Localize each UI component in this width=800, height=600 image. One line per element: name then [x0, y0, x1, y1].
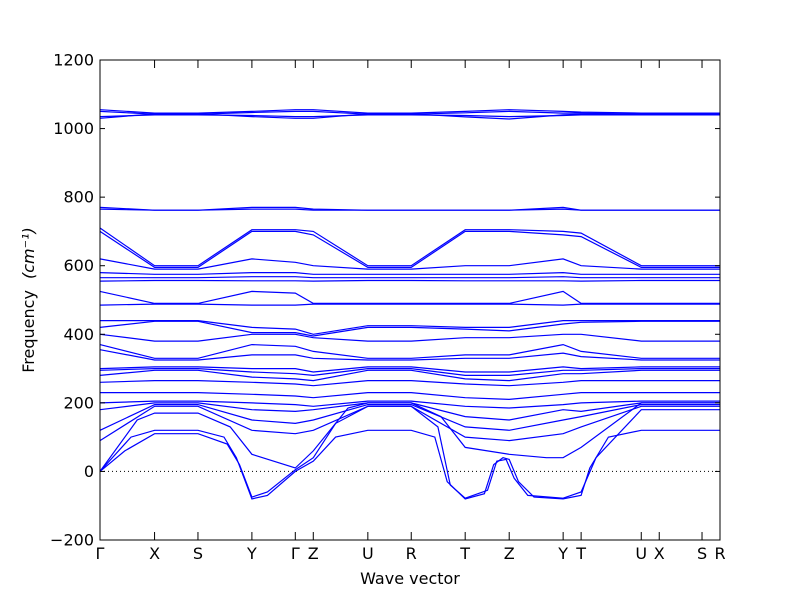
band-line-10	[99, 271, 720, 275]
x-tick-label: Γ	[291, 544, 300, 563]
x-tick-label: Z	[308, 544, 319, 563]
band-line-14	[99, 303, 720, 306]
band-line-31	[99, 405, 720, 499]
y-tick-label: 0	[84, 462, 94, 481]
band-line-21	[99, 368, 720, 377]
band-line-9	[99, 258, 720, 270]
band-line-8	[99, 230, 720, 268]
band-line-16	[99, 320, 720, 337]
plot-frame	[99, 59, 721, 541]
x-tick-label: R	[714, 544, 725, 563]
y-tick-label: 400	[63, 325, 94, 344]
band-line-19	[99, 349, 720, 361]
y-tick-label: 1000	[53, 119, 94, 138]
x-tick-label: Y	[246, 544, 257, 563]
x-tick-label: U	[635, 544, 647, 563]
y-axis-label-unit: (cm⁻¹)	[19, 227, 38, 279]
band-line-13	[99, 290, 720, 304]
band-line-23	[99, 380, 720, 387]
band-line-24	[100, 392, 720, 401]
y-tick-label: 600	[63, 256, 94, 275]
x-tick-label: S	[193, 544, 203, 563]
band-line-28	[99, 405, 720, 442]
y-tick-label: −200	[50, 531, 94, 550]
x-tick-label: X	[654, 544, 665, 563]
band-line-1	[99, 109, 720, 114]
band-line-20	[99, 366, 720, 373]
x-tick-label: R	[406, 544, 417, 563]
band-line-17	[99, 333, 720, 342]
band-line-4	[99, 114, 720, 118]
band-line-7	[99, 227, 720, 267]
x-tick-label: Y	[557, 544, 568, 563]
y-tick-label: 1200	[53, 51, 94, 70]
band-line-6	[99, 208, 720, 211]
x-tick-label: U	[362, 544, 374, 563]
x-tick-label: T	[459, 544, 470, 563]
x-axis-label: Wave vector	[360, 569, 460, 588]
x-tick-label: Z	[504, 544, 515, 563]
band-line-11	[100, 276, 720, 279]
band-line-22	[99, 369, 720, 382]
y-tick-label: 200	[63, 393, 94, 412]
x-tick-label: S	[697, 544, 707, 563]
y-axis-label-text: Frequency	[19, 290, 38, 373]
y-axis-label: Frequency (cm⁻¹)	[19, 227, 38, 372]
y-tick-label: 800	[63, 188, 94, 207]
band-lines	[99, 109, 720, 500]
band-line-29	[99, 402, 720, 472]
band-line-12	[99, 279, 720, 282]
x-tick-label: Γ	[96, 544, 105, 563]
band-line-25	[99, 400, 720, 409]
band-line-15	[100, 320, 720, 335]
x-tick-label: X	[149, 544, 160, 563]
x-tick-label: T	[575, 544, 586, 563]
band-line-18	[99, 343, 720, 359]
